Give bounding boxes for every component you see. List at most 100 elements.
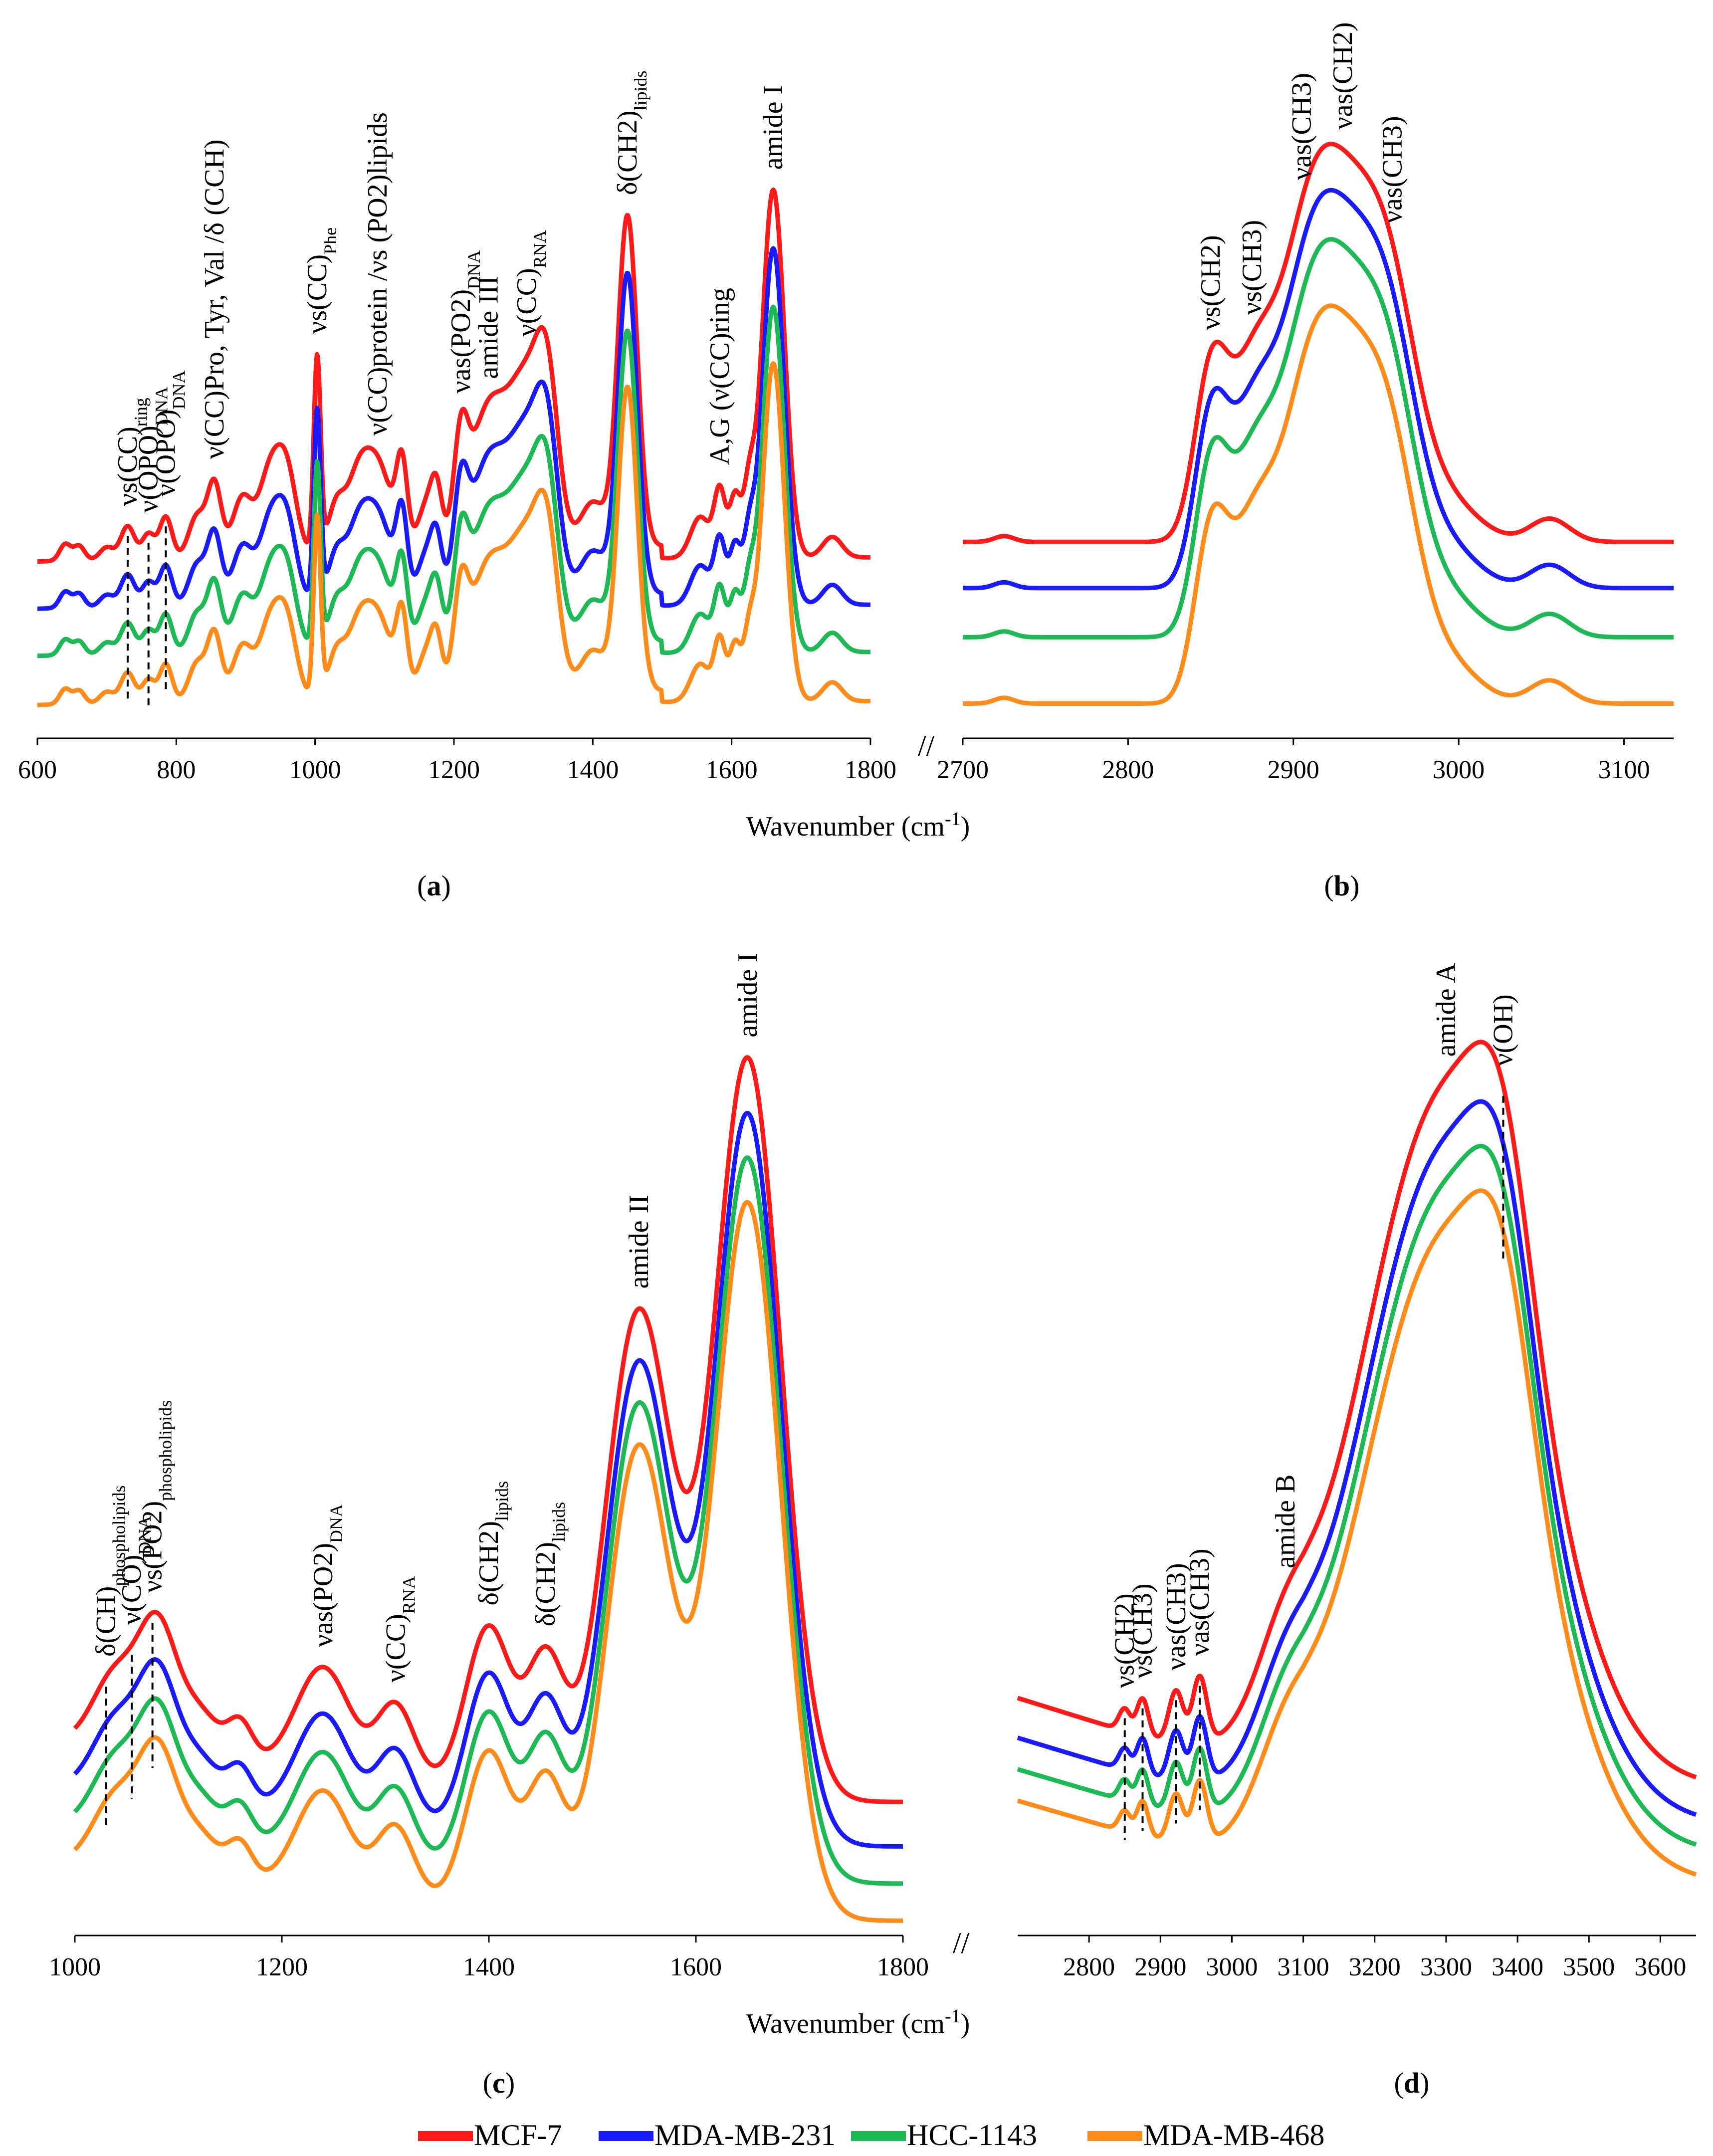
annotation-d-0: νs(CH2) bbox=[1109, 1593, 1140, 1840]
annotation-a-3: ν(CC)Pro, Tyr, Val /δ (CCH) bbox=[199, 139, 230, 459]
annotation-d-5: amide A bbox=[1431, 963, 1462, 1057]
panel-label-b: (b) bbox=[1324, 869, 1360, 902]
annotation-a-2: ν(OPO)DNA bbox=[150, 371, 189, 694]
annotation-label: ν(CC)Pro, Tyr, Val /δ (CCH) bbox=[199, 139, 230, 459]
series-line-mcf-7 bbox=[36, 187, 872, 564]
annotation-c-1: ν(CO)DNA bbox=[116, 1516, 155, 1799]
legend-label-hcc-1143: HCC-1143 bbox=[907, 2119, 1037, 2152]
annotation-c-0: δ(CH)phospholipids bbox=[90, 1486, 129, 1830]
legend-label-mda-mb-468: MDA-MB-468 bbox=[1143, 2119, 1324, 2152]
annotation-label: amide II bbox=[624, 1195, 654, 1289]
annotation-d-4: amide B bbox=[1270, 1475, 1301, 1568]
annotation-label: ν(OH) bbox=[1488, 994, 1518, 1066]
series-line-mcf-7 bbox=[1016, 1040, 1698, 1779]
annotation-b-4: νas(CH3) bbox=[1377, 116, 1408, 223]
x-tick-label: 3200 bbox=[1349, 1953, 1401, 1981]
series-line-mcf-7 bbox=[961, 142, 1675, 544]
series-line-mda-mb-468 bbox=[36, 361, 872, 707]
annotation-d-1: νs(CH3) bbox=[1127, 1583, 1158, 1831]
annotation-c-2: νs(PO2)phospholipids bbox=[137, 1400, 176, 1768]
panel-label-d: (d) bbox=[1394, 2067, 1430, 2099]
x-tick-label: 1000 bbox=[49, 1953, 101, 1981]
annotation-b-1: νs(CH3) bbox=[1237, 220, 1268, 315]
x-tick-label: 3000 bbox=[1433, 756, 1485, 784]
x-tick-label: 3000 bbox=[1206, 1953, 1258, 1981]
legend-swatch-mda-mb-231 bbox=[599, 2131, 653, 2141]
panel-label-c: (c) bbox=[483, 2067, 515, 2099]
legend-label-mcf7: MCF-7 bbox=[474, 2119, 562, 2152]
annotation-label: ν(OPO)DNA bbox=[133, 387, 172, 513]
x-tick-label: 2800 bbox=[1063, 1953, 1115, 1981]
annotation-label: νs(CC)ring bbox=[112, 398, 151, 506]
panel-d-chart: 2800 2900 3000 3100 3200 3300 3400 3500 3600 νs(C… bbox=[1016, 963, 1698, 1981]
series-line-mda-mb-231 bbox=[36, 246, 872, 611]
x-tick-label: 3100 bbox=[1598, 756, 1650, 784]
x-tick-label: 3600 bbox=[1634, 1953, 1686, 1981]
series-line-hcc-1143 bbox=[73, 1155, 904, 1886]
annotation-a-11: amide I bbox=[758, 85, 789, 170]
annotation-a-7: amide III bbox=[473, 276, 504, 379]
x-tick-label: 3300 bbox=[1420, 1953, 1472, 1981]
annotation-label: ν(CC)RNA bbox=[380, 1576, 419, 1682]
annotation-a-4: νs(CC)Phe bbox=[302, 227, 340, 334]
x-axis-title-top: Wavenumber (cm-1) bbox=[746, 809, 970, 842]
annotation-label: δ(CH)phospholipids bbox=[90, 1486, 129, 1657]
series-line-mda-mb-231 bbox=[961, 188, 1675, 591]
annotation-label: ν(CC)RNA bbox=[511, 230, 550, 336]
annotation-label: δ(CH2)lipids bbox=[612, 70, 650, 195]
panel-c-chart: 1000 1200 1400 1600 1800δ(CH)phospholipidsν(… bbox=[49, 953, 929, 1981]
x-tick-label: 600 bbox=[18, 756, 57, 784]
x-axis-title-bottom: Wavenumber (cm-1) bbox=[746, 2006, 970, 2039]
annotation-label: νas(CH3) bbox=[1184, 1548, 1215, 1656]
annotation-a-0: νs(CC)ring bbox=[112, 398, 151, 702]
legend-swatch-hcc-1143 bbox=[851, 2131, 906, 2141]
annotation-c-4: ν(CC)RNA bbox=[380, 1576, 419, 1682]
series-line-mda-mb-468 bbox=[961, 303, 1675, 706]
annotation-label: A,G (ν(CC)ring bbox=[704, 288, 735, 465]
annotation-c-6: δ(CH2)lipids bbox=[530, 1502, 569, 1627]
annotation-a-8: ν(CC)RNA bbox=[511, 230, 550, 336]
legend-swatch-mda-mb-468 bbox=[1087, 2131, 1142, 2141]
x-tick-label: 1000 bbox=[289, 756, 341, 784]
series-line-mda-mb-468 bbox=[73, 1200, 904, 1923]
x-tick-label: 1400 bbox=[463, 1953, 515, 1981]
annotation-b-3: νas(CH2) bbox=[1327, 22, 1358, 129]
x-tick-label: 3100 bbox=[1278, 1953, 1329, 1981]
annotation-label: ν(OPO)DNA bbox=[150, 371, 189, 497]
annotation-label: amide I bbox=[732, 953, 763, 1037]
annotation-a-5: ν(CC)protein /νs (PO2)lipids bbox=[362, 112, 393, 435]
annotation-label: νas(CH3) bbox=[1377, 116, 1408, 223]
annotation-label: νs(CH2) bbox=[1109, 1593, 1140, 1688]
annotation-a-9: δ(CH2)lipids bbox=[612, 70, 650, 195]
annotation-c-5: δ(CH2)lipids bbox=[473, 1481, 512, 1606]
annotation-label: νs(CH3) bbox=[1127, 1583, 1158, 1678]
x-tick-label: 1200 bbox=[256, 1953, 308, 1981]
annotation-label: νas(CH3) bbox=[1286, 73, 1317, 180]
annotation-label: δ(CH2)lipids bbox=[473, 1481, 512, 1606]
annotation-d-3: νas(CH3) bbox=[1184, 1548, 1215, 1810]
x-tick-label: 1600 bbox=[706, 756, 758, 784]
annotation-label: νs(CC)Phe bbox=[302, 227, 340, 334]
x-tick-label: 2900 bbox=[1268, 756, 1319, 784]
annotation-b-2: νas(CH3) bbox=[1286, 73, 1317, 180]
legend-label-mda-mb-231: MDA-MB-231 bbox=[654, 2119, 836, 2152]
panel-a-chart: 600 800 1000 1200 1400 1600 1800 νs(CC)ringν(OP… bbox=[18, 70, 896, 784]
series-line-mda-mb-231 bbox=[73, 1110, 904, 1849]
annotation-label: amide III bbox=[473, 276, 504, 379]
x-tick-label: 2800 bbox=[1102, 756, 1154, 784]
x-tick-label: 800 bbox=[157, 756, 196, 784]
series-line-mda-mb-231 bbox=[1016, 1099, 1698, 1817]
x-tick-label: 1800 bbox=[845, 756, 896, 784]
annotation-label: νs(CH3) bbox=[1237, 220, 1268, 315]
annotation-label: ν(CC)protein /νs (PO2)lipids bbox=[362, 112, 393, 435]
annotation-label: νas(CH3) bbox=[1161, 1563, 1192, 1670]
legend: MCF-7 MDA-MB-231 HCC-1143 MDA-MB-468 bbox=[418, 2119, 1324, 2152]
x-tick-label: 1200 bbox=[428, 756, 480, 784]
x-tick-label: 2900 bbox=[1134, 1953, 1186, 1981]
series-line-hcc-1143 bbox=[36, 304, 872, 658]
annotation-c-8: amide I bbox=[732, 953, 763, 1037]
series-line-mda-mb-468 bbox=[1016, 1188, 1698, 1877]
x-tick-label: 2700 bbox=[937, 756, 989, 784]
x-tick-label: 1400 bbox=[567, 756, 619, 784]
